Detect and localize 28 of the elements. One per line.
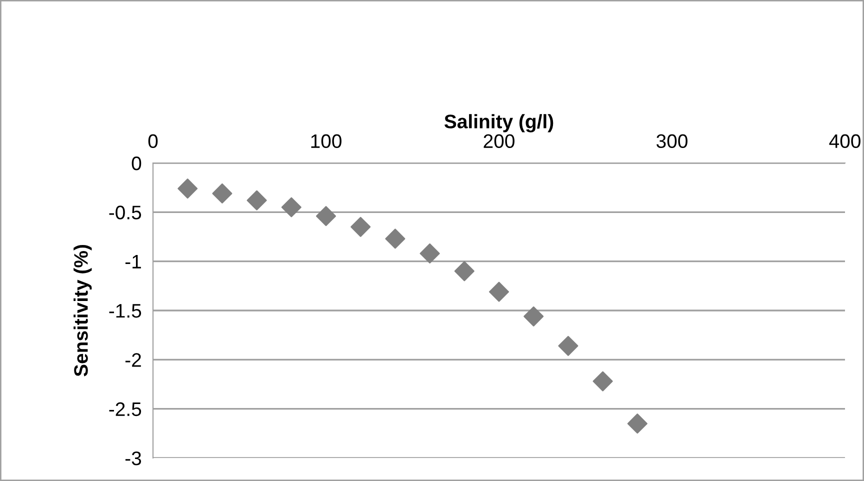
- point: [316, 206, 336, 226]
- point: [178, 178, 198, 199]
- y-tick-label: -3: [125, 451, 142, 466]
- y-tick-label: -2.5: [109, 402, 142, 416]
- x-tick-label: 300: [656, 134, 688, 148]
- point: [454, 261, 474, 282]
- y-tick-label: 0: [132, 156, 142, 170]
- point: [420, 243, 440, 264]
- x-tick-label: 0: [148, 134, 158, 148]
- y-tick-label: -2: [125, 353, 141, 367]
- point: [488, 282, 510, 302]
- point: [558, 336, 578, 356]
- x-tick-label: 100: [311, 134, 342, 148]
- point: [524, 306, 544, 326]
- y-tick-label: -0.5: [109, 206, 142, 220]
- x-tick-label: 200: [484, 134, 514, 148]
- point: [627, 414, 648, 434]
- point: [281, 197, 302, 218]
- x-axis-title: Salinity (g/l): [444, 114, 554, 132]
- point: [385, 228, 406, 249]
- x-tick-label: 400: [829, 134, 860, 148]
- point: [212, 183, 232, 204]
- y-tick-label: -1.5: [109, 304, 142, 318]
- point: [246, 190, 267, 210]
- point: [350, 216, 371, 237]
- y-tick-label: -1: [125, 255, 141, 268]
- point: [592, 371, 613, 392]
- y-axis-title: Sensitivity (%): [74, 245, 92, 376]
